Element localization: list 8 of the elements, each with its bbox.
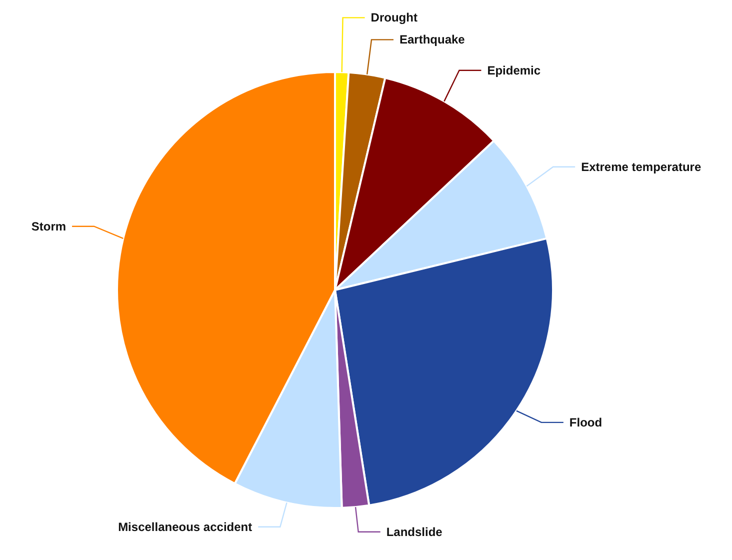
slice-label: Epidemic (487, 63, 541, 78)
slice-label: Storm (31, 219, 66, 234)
slice-label: Flood (569, 415, 602, 430)
slice-label: Extreme temperature (581, 160, 702, 174)
slice-label: Miscellaneous accident (118, 520, 252, 534)
slice-label: Landslide (386, 524, 443, 539)
slice-label: Earthquake (399, 32, 466, 47)
slice-label: Drought (370, 10, 418, 25)
